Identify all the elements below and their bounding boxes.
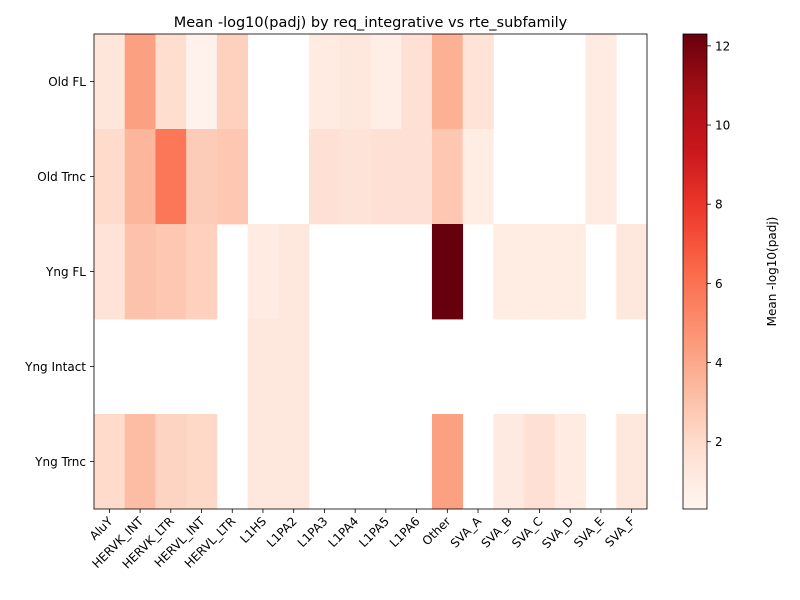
heatmap-cell	[493, 414, 525, 510]
colorbar-tick-label: 2	[715, 435, 723, 449]
heatmap-cell	[94, 414, 126, 510]
heatmap-cell	[278, 414, 310, 510]
heatmap-cell	[186, 224, 218, 320]
x-tick-label: L1PA4	[325, 514, 361, 550]
heatmap-cell	[524, 414, 556, 510]
y-tick-label: Yng Intact	[24, 360, 86, 374]
heatmap-cell	[462, 34, 494, 130]
heatmap-cell	[216, 34, 249, 130]
colorbar-tick-label: 8	[715, 198, 723, 212]
x-tick-label: SVA_D	[539, 514, 576, 551]
x-tick-label: SVA_E	[571, 514, 607, 550]
y-tick-label: Yng FL	[45, 265, 86, 279]
heatmap-cell	[309, 34, 341, 130]
heatmap-cell	[94, 34, 126, 130]
heatmap-cell	[370, 129, 402, 225]
x-tick-label: L1PA3	[295, 514, 331, 550]
heatmap-cell	[186, 414, 218, 510]
x-tick-label: L1PA6	[387, 514, 423, 550]
heatmap-cell	[216, 129, 249, 225]
y-tick-label: Yng Trnc	[34, 455, 86, 469]
x-tick-label: SVA_B	[478, 514, 514, 550]
heatmap-cell	[339, 34, 371, 130]
heatmap-cell	[370, 34, 402, 130]
heatmap-cell	[616, 224, 648, 320]
heatmap-cell	[247, 414, 279, 510]
colorbar-tick-label: 10	[715, 119, 730, 133]
heatmap-cell	[278, 319, 310, 415]
y-tick-label: Old FL	[48, 75, 86, 89]
heatmap-cells	[94, 34, 648, 510]
colorbar-label: Mean -log10(padj)	[765, 217, 779, 327]
heatmap-cell	[124, 34, 156, 130]
x-tick-label: Other	[419, 514, 453, 548]
heatmap-cell	[124, 224, 156, 320]
heatmap-cell	[186, 129, 218, 225]
heatmap-cell	[431, 224, 464, 320]
chart-title: Mean -log10(padj) by req_integrative vs …	[174, 15, 568, 31]
y-axis: Old FL Old Trnc Yng FL Yng Intact Yng Trnc	[24, 75, 94, 469]
heatmap-cell	[155, 224, 187, 320]
heatmap-cell	[247, 224, 279, 320]
heatmap-cell	[309, 129, 341, 225]
heatmap-cell	[186, 34, 218, 130]
heatmap-cell	[339, 129, 371, 225]
heatmap-cell	[431, 34, 464, 130]
colorbar-tick-label: 4	[715, 356, 723, 370]
x-axis: AluYHERVK_INTHERVK_LTRHERVL_INTHERVL_LTR…	[87, 509, 638, 572]
heatmap-cell	[94, 224, 126, 320]
colorbar-tick-label: 6	[715, 277, 723, 291]
heatmap-cell	[401, 34, 433, 130]
heatmap-cell	[493, 224, 525, 320]
heatmap-cell	[401, 129, 433, 225]
colorbar	[682, 33, 708, 510]
y-tick-label: Old Trnc	[37, 170, 86, 184]
heatmap-cell	[524, 224, 556, 320]
heatmap-cell	[585, 129, 617, 225]
x-tick-label: SVA_C	[509, 514, 546, 551]
colorbar-tick-label: 12	[715, 39, 730, 53]
x-tick-label: SVA_A	[448, 514, 485, 551]
x-tick-label: L1PA2	[264, 514, 300, 550]
heatmap-cell	[431, 414, 464, 510]
heatmap-cell	[124, 414, 156, 510]
heatmap-cell	[124, 129, 156, 225]
heatmap-cell	[155, 129, 187, 225]
heatmap-cell	[278, 224, 310, 320]
x-tick-label: L1PA5	[356, 514, 392, 550]
heatmap-cell	[554, 414, 586, 510]
colorbar-axis: 2 4 6 8 10 12	[707, 39, 730, 449]
heatmap-cell	[247, 319, 279, 415]
x-tick-label: SVA_F	[602, 514, 638, 550]
heatmap-cell	[616, 414, 648, 510]
heatmap-cell	[462, 129, 494, 225]
heatmap-cell	[431, 129, 464, 225]
heatmap-cell	[554, 224, 586, 320]
heatmap-cell	[155, 414, 187, 510]
heatmap-cell	[585, 34, 617, 130]
heatmap-cell	[155, 34, 187, 130]
heatmap-cell	[94, 129, 126, 225]
